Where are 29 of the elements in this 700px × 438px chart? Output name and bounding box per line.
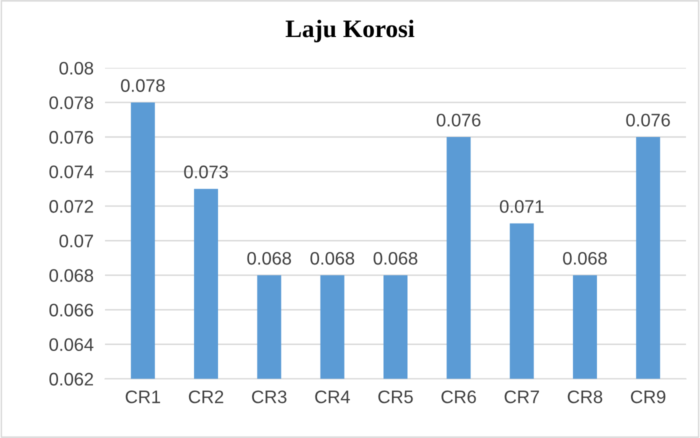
chart-title: Laju Korosi (286, 20, 414, 42)
data-label: 0.068 (374, 252, 418, 265)
data-label: 0.068 (310, 252, 354, 265)
x-tick-label: CR5 (378, 390, 413, 404)
y-tick-label: 0.078 (49, 96, 94, 110)
y-tick-label: 0.076 (49, 130, 94, 144)
x-tick-label: CR3 (252, 390, 286, 404)
data-label: 0.068 (247, 252, 292, 265)
x-tick-label: CR7 (504, 390, 539, 404)
x-tick-label: CR8 (568, 390, 602, 404)
y-tick-label: 0.064 (49, 338, 94, 352)
x-tick-label: CR4 (315, 390, 350, 404)
x-tick-label: CR2 (188, 390, 224, 404)
data-label: 0.073 (184, 166, 228, 178)
y-tick-label: 0.08 (59, 62, 94, 75)
data-label: 0.071 (500, 200, 544, 213)
y-tick-label: 0.07 (59, 234, 93, 248)
x-tick-label: CR1 (126, 390, 160, 404)
y-tick-label: 0.072 (49, 200, 93, 213)
data-label: 0.076 (436, 114, 480, 127)
y-tick-label: 0.074 (49, 165, 94, 178)
x-tick-label: CR6 (442, 390, 476, 404)
data-label: 0.078 (121, 79, 165, 92)
y-tick-label: 0.068 (49, 269, 94, 282)
data-label: 0.068 (563, 252, 607, 265)
y-tick-label: 0.062 (49, 372, 93, 386)
x-tick-label: CR9 (630, 390, 666, 404)
y-tick-label: 0.066 (49, 304, 94, 316)
data-label: 0.076 (626, 114, 670, 127)
